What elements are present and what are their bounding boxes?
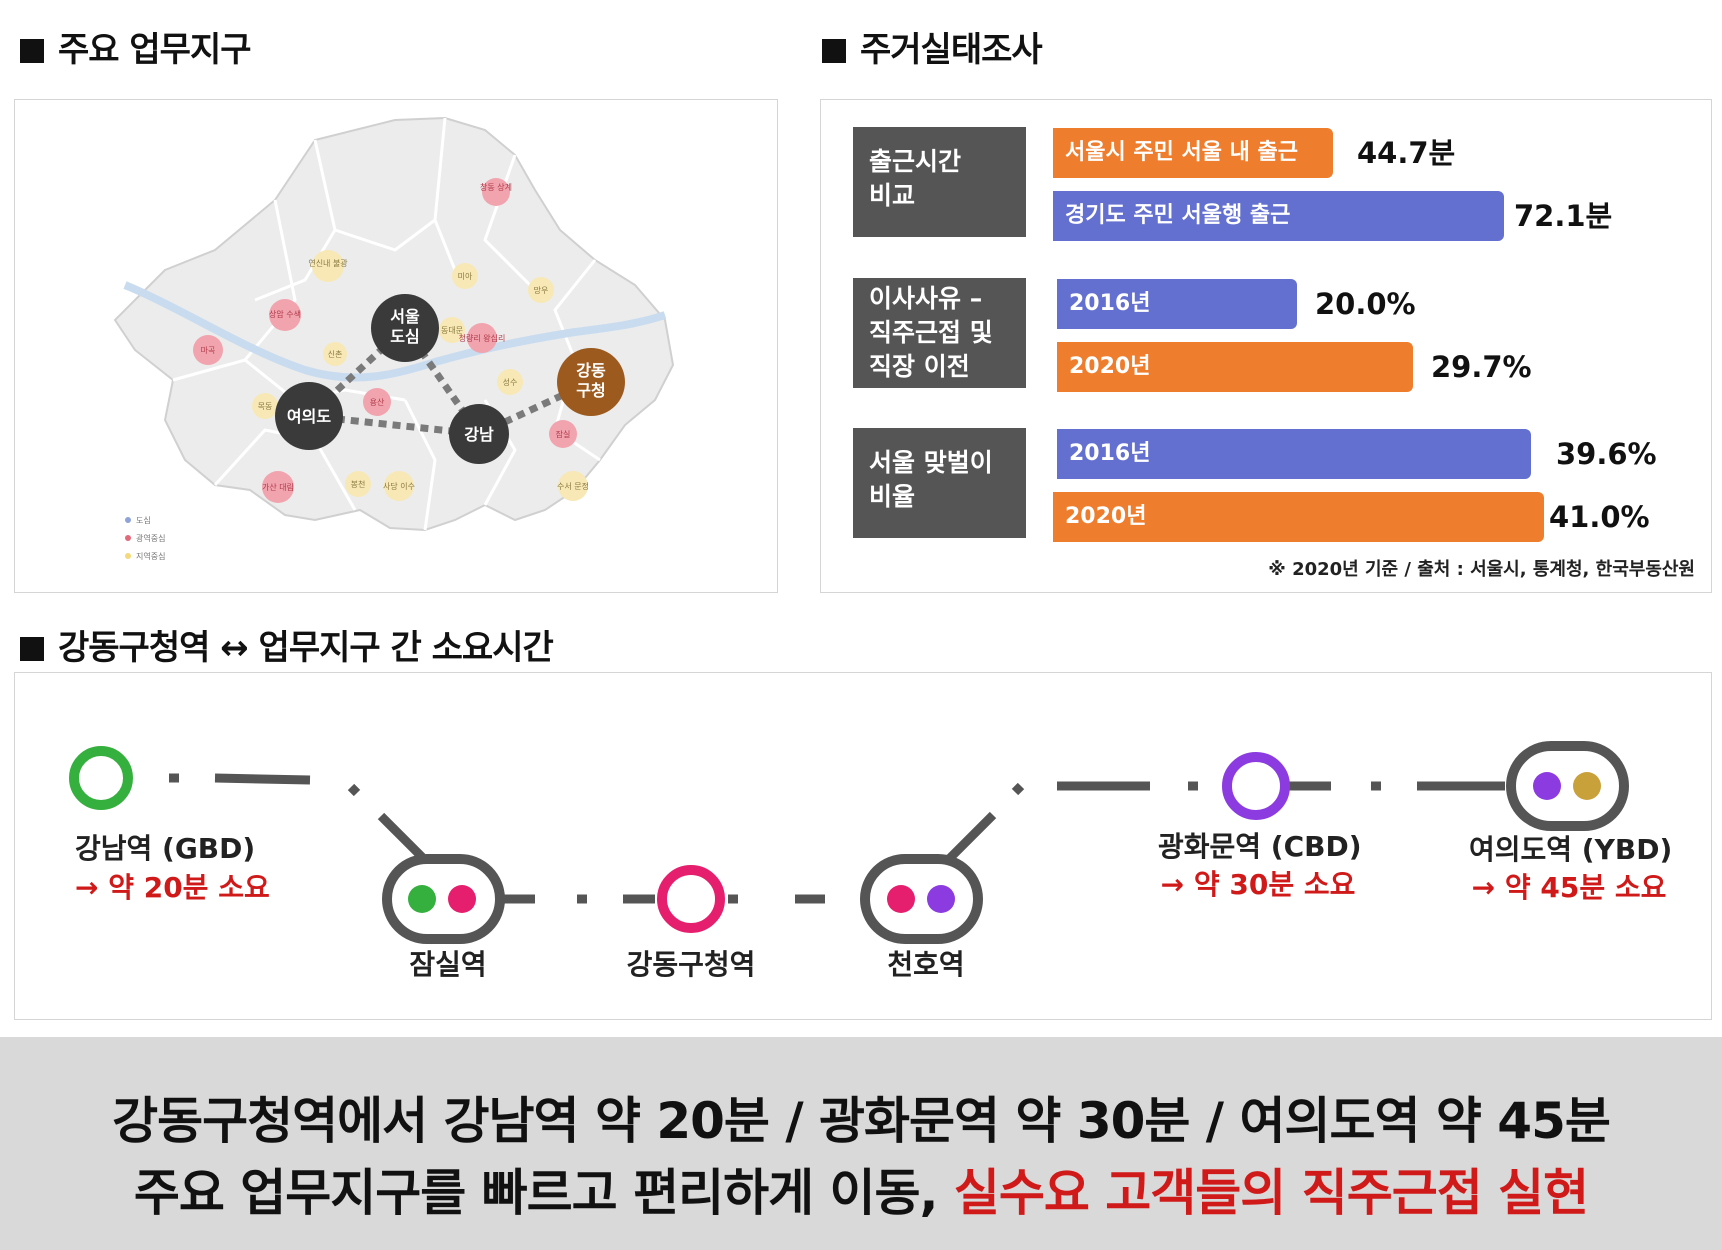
bar-seoul-resident-commute: 서울시 주민 서울 내 출근 bbox=[1053, 128, 1333, 178]
station-jamsil-icon bbox=[382, 854, 505, 944]
cheonho-line8-dot bbox=[887, 885, 915, 913]
banner-line-2: 주요 업무지구를 빠르고 편리하게 이동, 실수요 고객들의 직주근접 실현 bbox=[0, 1153, 1722, 1225]
station-gwanghwamun-icon bbox=[1222, 752, 1290, 820]
station-yeouido-name: 여의도역 (YBD) bbox=[1469, 833, 1673, 866]
value-moving-2020: 29.7% bbox=[1431, 350, 1532, 384]
district-label-mia: 미아 bbox=[458, 271, 473, 281]
map-legend: 도심 광역중심 지역중심 bbox=[125, 515, 165, 561]
district-label-mangu: 망우 bbox=[534, 285, 549, 295]
survey-section-title: 주거실태조사 bbox=[822, 22, 1043, 71]
banner-line-1: 강동구청역에서 강남역 약 20분 / 광화문역 약 30분 / 여의도역 약 … bbox=[112, 1092, 1611, 1150]
district-label-sangam: 상암 수색 bbox=[269, 309, 301, 319]
route-section-title: 강동구청역 ↔ 업무지구 간 소요시간 bbox=[20, 620, 554, 669]
district-borders bbox=[172, 117, 601, 531]
banner-line-2-highlight: 실수요 고객들의 직주근접 실현 bbox=[953, 1164, 1589, 1222]
bar-moving-2020: 2020년 bbox=[1057, 342, 1413, 392]
cheonho-line5-dot bbox=[927, 885, 955, 913]
district-label-dongdaemun: 동대문 bbox=[441, 326, 463, 335]
category-moving-reason: 이사사유 – 직주근접 및 직장 이전 bbox=[853, 278, 1026, 388]
bar-moving-2016: 2016년 bbox=[1057, 279, 1297, 329]
yeouido-line5-dot bbox=[1533, 772, 1561, 800]
station-gangdong-gucheong-name: 강동구청역 bbox=[626, 948, 756, 981]
hub-yeouido-label: 여의도 bbox=[287, 407, 331, 426]
station-jamsil-name: 잠실역 bbox=[409, 948, 487, 981]
map-panel: 창동 상계 연신내 불광 미아 망우 상암 수색 마곡 신촌 동대문 청량리 왕… bbox=[14, 99, 778, 593]
station-gwanghwamun-time: → 약 30분 소요 bbox=[1160, 868, 1356, 901]
district-label-sinchon: 신촌 bbox=[328, 350, 343, 359]
category-commute-time: 출근시간 비교 bbox=[853, 127, 1026, 237]
han-river bbox=[123, 281, 667, 382]
hub-yeouido bbox=[275, 382, 343, 450]
survey-panel: 출근시간 비교 서울시 주민 서울 내 출근 44.7분 경기도 주민 서울행 … bbox=[820, 99, 1712, 593]
legend-local-center: 지역중심 bbox=[136, 551, 165, 561]
banner-line-2-plain: 주요 업무지구를 빠르고 편리하게 이동, bbox=[133, 1164, 954, 1222]
value-dual-income-2020: 41.0% bbox=[1549, 500, 1650, 534]
station-gangnam-time: → 약 20분 소요 bbox=[75, 871, 270, 904]
district-label-mokdong: 목동 bbox=[258, 402, 273, 411]
district-label-cheongnyangni: 청량리 왕십리 bbox=[459, 333, 506, 343]
station-yeouido-icon bbox=[1506, 741, 1629, 831]
jamsil-line8-dot bbox=[448, 885, 476, 913]
hub-gangdong bbox=[557, 348, 625, 416]
station-cheonho-icon bbox=[860, 854, 983, 944]
square-bullet-icon bbox=[20, 39, 44, 63]
square-bullet-icon bbox=[822, 39, 846, 63]
bar-gyeonggi-resident-commute: 경기도 주민 서울행 출근 bbox=[1053, 191, 1504, 241]
route-panel: 강남역 (GBD) → 약 20분 소요 잠실역 강동구청역 천호역 광화문역 … bbox=[14, 672, 1712, 1020]
summary-banner: 강동구청역에서 강남역 약 20분 / 광화문역 약 30분 / 여의도역 약 … bbox=[0, 1037, 1722, 1250]
hubs: 서울 도심 여의도 강남 강동 구청 bbox=[275, 294, 625, 464]
station-gangnam-icon bbox=[69, 746, 133, 810]
station-cheonho-name: 천호역 bbox=[887, 948, 965, 981]
svg-text:강동구청: 강동 구청 bbox=[576, 361, 606, 400]
source-note: ※ 2020년 기준 / 출처 : 서울시, 통계청, 한국부동산원 bbox=[1268, 559, 1695, 580]
yeouido-line9-dot bbox=[1573, 772, 1601, 800]
value-seoul-resident-commute: 44.7분 bbox=[1357, 136, 1456, 170]
district-circles: 창동 상계 연신내 불광 미아 망우 상암 수색 마곡 신촌 동대문 청량리 왕… bbox=[193, 178, 589, 503]
value-gyeonggi-resident-commute: 72.1분 bbox=[1514, 199, 1613, 233]
legend-metro-center: 광역중심 bbox=[136, 533, 165, 543]
square-bullet-icon bbox=[20, 637, 44, 661]
district-label-changdong: 창동 상계 bbox=[480, 182, 512, 192]
seoul-business-district-map: 창동 상계 연신내 불광 미아 망우 상암 수색 마곡 신촌 동대문 청량리 왕… bbox=[113, 116, 675, 561]
station-gangnam-name: 강남역 (GBD) bbox=[75, 832, 256, 865]
value-moving-2016: 20.0% bbox=[1315, 287, 1416, 321]
map-section-title: 주요 업무지구 bbox=[20, 22, 252, 71]
bar-dual-income-2020: 2020년 bbox=[1053, 492, 1544, 542]
value-dual-income-2016: 39.6% bbox=[1556, 437, 1657, 471]
station-yeouido-time: → 약 45분 소요 bbox=[1471, 871, 1667, 904]
district-label-gasan: 가산 대림 bbox=[262, 482, 294, 492]
district-label-bongcheon: 봉천 bbox=[351, 479, 366, 489]
hub-gangnam-label: 강남 bbox=[464, 425, 494, 444]
bar-dual-income-2016: 2016년 bbox=[1057, 429, 1531, 479]
district-label-seongsu: 성수 bbox=[503, 378, 518, 387]
subway-route-diagram bbox=[69, 741, 1629, 944]
district-label-suseo: 수서 문정 bbox=[557, 481, 589, 491]
station-gwanghwamun-name: 광화문역 (CBD) bbox=[1158, 830, 1362, 863]
category-dual-income: 서울 맞벌이 비율 bbox=[853, 428, 1026, 538]
hub-gangnam bbox=[449, 404, 509, 464]
district-label-sadang: 사당 이수 bbox=[383, 481, 415, 491]
district-label-yeonsinnae: 연신내 불광 bbox=[308, 258, 348, 268]
track-lines bbox=[169, 773, 1505, 904]
district-label-jamsil: 잠실 bbox=[556, 429, 571, 439]
legend-downtown: 도심 bbox=[136, 515, 151, 525]
district-label-yongsan: 용산 bbox=[370, 397, 385, 407]
district-label-magok: 마곡 bbox=[201, 346, 216, 355]
jamsil-line2-dot bbox=[408, 885, 436, 913]
station-gangdong-gucheong-icon bbox=[657, 865, 725, 933]
hub-seoul-downtown bbox=[371, 294, 439, 362]
